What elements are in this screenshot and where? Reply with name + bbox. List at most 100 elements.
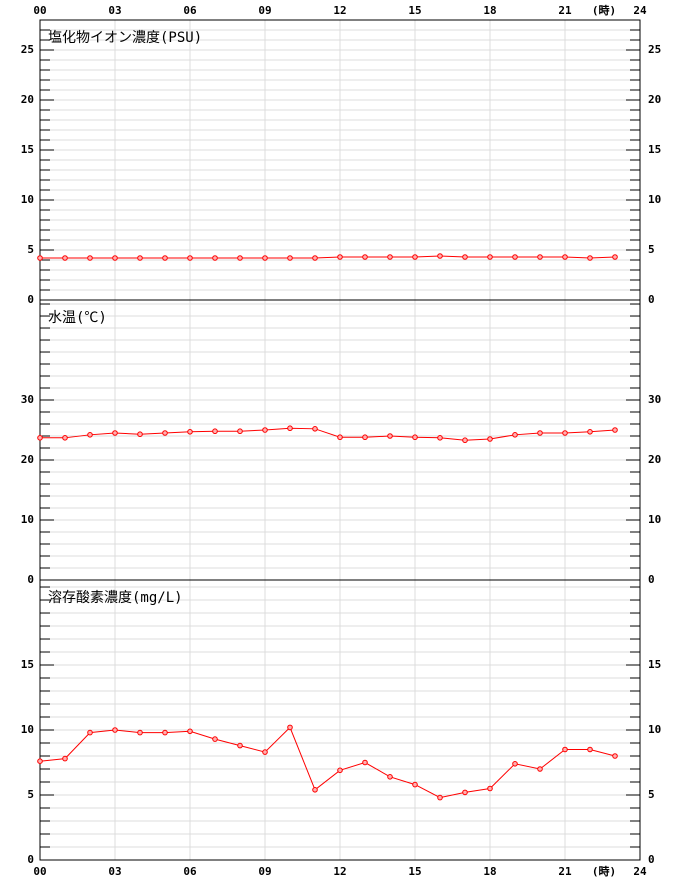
y-tick-label: 30: [21, 393, 34, 406]
data-point: [312, 787, 318, 793]
data-point: [412, 781, 418, 788]
y-tick-label: 20: [21, 453, 34, 466]
data-point: [187, 728, 193, 735]
data-point: [337, 767, 343, 774]
data-point: [162, 255, 168, 261]
y-tick-label: 5: [648, 788, 655, 801]
series-line: [39, 726, 616, 799]
data-point: [537, 254, 543, 260]
y-tick-label: 25: [648, 43, 661, 56]
y-tick-label: 30: [648, 393, 661, 406]
y-tick-label: 20: [648, 453, 661, 466]
data-point: [112, 727, 118, 733]
data-point: [87, 255, 93, 261]
data-point: [262, 427, 268, 433]
x-tick-label: 09: [258, 4, 271, 17]
data-point: [487, 785, 493, 792]
y-tick-label: 25: [21, 43, 34, 56]
data-point: [612, 427, 618, 433]
data-point: [162, 729, 168, 736]
x-tick-label: 06: [183, 865, 197, 878]
data-point: [387, 433, 393, 439]
y-tick-label: 15: [648, 658, 661, 671]
y-tick-label: 10: [21, 723, 34, 736]
data-point: [262, 749, 268, 755]
data-point: [362, 759, 368, 766]
data-point: [587, 429, 593, 435]
data-point: [362, 434, 368, 441]
data-point: [612, 254, 618, 260]
data-point: [137, 255, 143, 261]
data-point: [237, 742, 243, 749]
y-tick-label: 15: [21, 658, 34, 671]
x-tick-label: 00: [33, 865, 46, 878]
data-point: [237, 255, 243, 261]
x-tick-label: 15: [408, 865, 421, 878]
data-point: [562, 746, 568, 753]
data-point: [162, 430, 168, 436]
y-tick-label: 10: [648, 513, 661, 526]
x-tick-label: 06: [183, 4, 197, 17]
panel-title: 塩化物イオン濃度(PSU): [48, 30, 202, 46]
data-point: [62, 435, 68, 441]
data-point: [412, 434, 418, 441]
y-tick-label: 20: [648, 93, 661, 106]
x-tick-label: 00: [33, 4, 46, 17]
x-unit: (時): [592, 864, 616, 878]
data-point: [287, 425, 293, 432]
data-point: [462, 437, 468, 444]
data-point: [112, 255, 118, 261]
data-point: [362, 254, 368, 260]
data-point: [487, 254, 493, 260]
data-point: [437, 794, 443, 801]
y-tick-label: 15: [648, 143, 661, 156]
x-tick-label: 12: [333, 865, 346, 878]
data-point: [562, 254, 568, 260]
x-tick-label: 03: [108, 4, 121, 17]
data-point: [387, 774, 393, 780]
data-point: [187, 255, 193, 261]
data-point: [487, 436, 493, 442]
data-point: [212, 428, 218, 435]
data-point: [37, 255, 43, 261]
y-tick-label: 10: [648, 723, 661, 736]
data-point: [212, 736, 218, 742]
data-point: [187, 429, 193, 435]
data-point: [512, 254, 518, 260]
x-tick-label: 12: [333, 4, 346, 17]
series-line: [40, 255, 616, 259]
data-point: [337, 254, 343, 260]
data-point: [537, 766, 543, 772]
x-tick-label: 21: [558, 865, 572, 878]
plot-frame: [39, 579, 641, 861]
y-tick-label: 10: [21, 513, 34, 526]
data-point: [137, 729, 143, 736]
data-point: [387, 254, 393, 260]
data-point: [512, 761, 518, 767]
x-tick-label: 03: [108, 865, 121, 878]
panel-title: 溶存酸素濃度(mg/L): [48, 590, 183, 606]
y-tick-label: 0: [27, 573, 34, 586]
data-point: [212, 255, 218, 261]
data-point: [237, 428, 243, 435]
data-point: [312, 426, 318, 432]
panel-title: 水温(℃): [48, 310, 107, 326]
x-unit: (時): [592, 3, 616, 17]
y-tick-label: 0: [27, 853, 34, 866]
data-point: [37, 758, 43, 765]
y-tick-label: 20: [21, 93, 34, 106]
y-tick-label: 10: [648, 193, 661, 206]
data-point: [612, 753, 618, 759]
data-point: [512, 432, 518, 438]
data-point: [587, 255, 593, 261]
data-point: [112, 430, 118, 436]
data-point: [62, 255, 68, 261]
data-point: [262, 255, 268, 261]
y-tick-label: 0: [648, 293, 655, 306]
data-point: [37, 435, 43, 441]
x-tick-label: 15: [408, 4, 421, 17]
y-tick-label: 0: [648, 853, 655, 866]
x-tick-label: 24: [633, 4, 647, 17]
series-line: [40, 427, 616, 441]
